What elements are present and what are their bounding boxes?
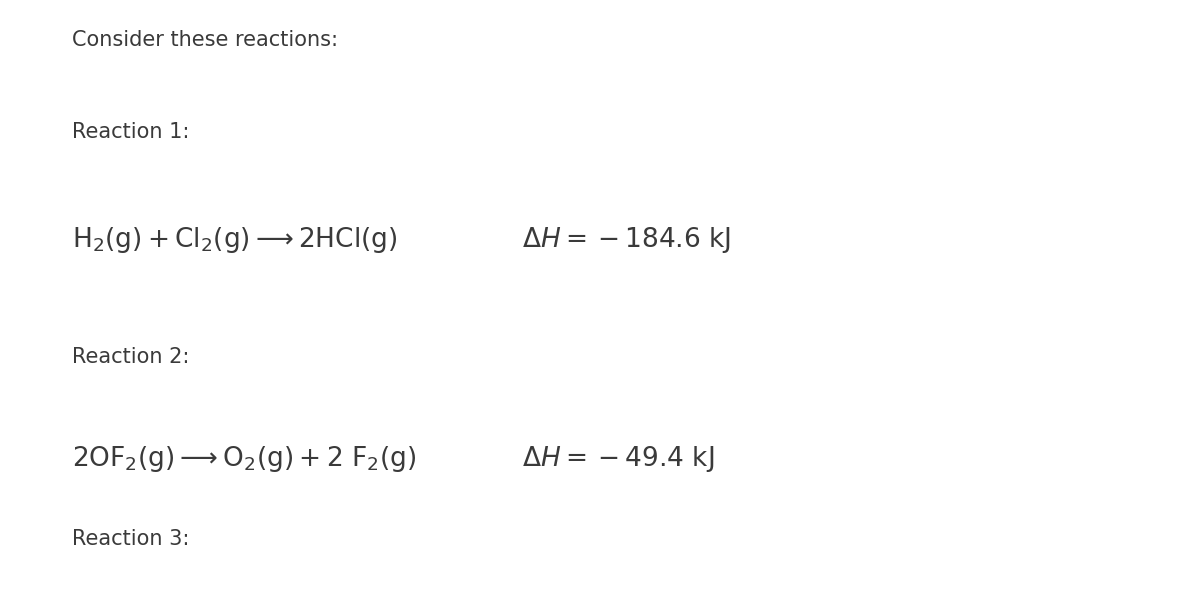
Text: $\Delta H = -184.6\ \mathrm{kJ}$: $\Delta H = -184.6\ \mathrm{kJ}$ (522, 225, 731, 255)
Text: Reaction 1:: Reaction 1: (72, 122, 190, 142)
Text: Consider these reactions:: Consider these reactions: (72, 30, 338, 50)
Text: $\Delta H = -49.4\ \mathrm{kJ}$: $\Delta H = -49.4\ \mathrm{kJ}$ (522, 444, 714, 474)
Text: $\mathrm{H_2(g) + Cl_2(g) \longrightarrow 2HCl(g)}$: $\mathrm{H_2(g) + Cl_2(g) \longrightarro… (72, 225, 397, 255)
Text: Reaction 3:: Reaction 3: (72, 529, 190, 549)
Text: Reaction 2:: Reaction 2: (72, 347, 190, 367)
Text: $\mathrm{2OF_2(g) \longrightarrow O_2(g) + 2\ F_2(g)}$: $\mathrm{2OF_2(g) \longrightarrow O_2(g)… (72, 444, 416, 474)
